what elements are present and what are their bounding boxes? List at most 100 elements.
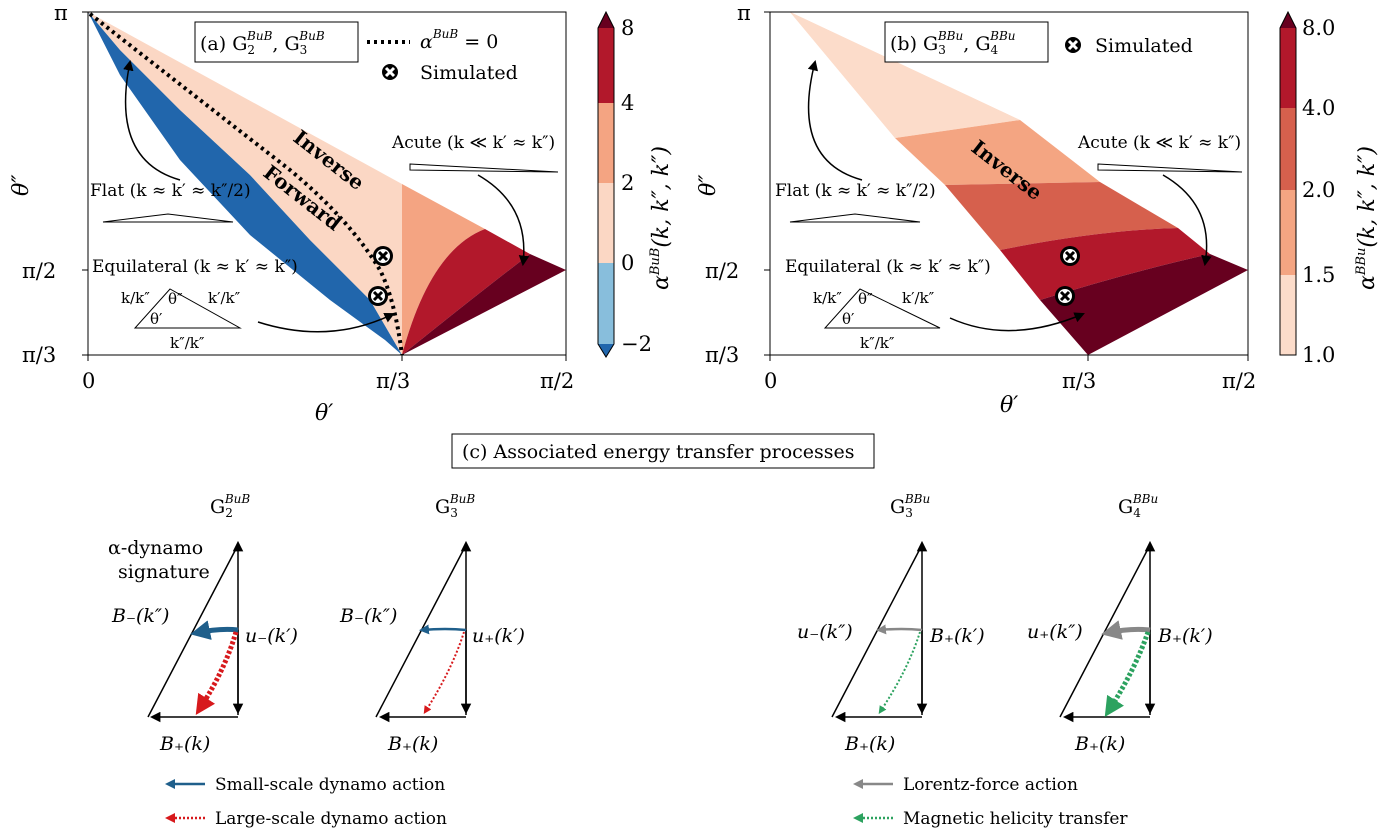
legend-c-right: Lorentz-force action Magnetic helicity t… <box>853 775 1128 829</box>
g3-bbu-uminus: u₋(k″) <box>797 621 853 643</box>
region-blue-dark <box>88 12 402 355</box>
section-c: (c) Associated energy transfer processes… <box>108 433 1213 829</box>
signature-label: signature <box>118 561 210 583</box>
colorbar-a-extend-max <box>598 12 614 28</box>
arrow-equilateral-b <box>949 312 1085 332</box>
annot-acute-a: Acute (k ≪ k′ ≈ k″) <box>391 133 555 153</box>
ytick-a-1: π/2 <box>22 259 56 283</box>
g3-bbu-gray-arrow <box>876 624 923 635</box>
y-ticks-a: π/3 π/2 π <box>22 1 88 367</box>
legend-a-simulated-label: Simulated <box>420 62 518 84</box>
g3-bub-blue-arrow <box>419 624 467 635</box>
colorbar-a-extend-min <box>598 344 614 357</box>
eq-triangle-b <box>823 288 941 329</box>
section-c-title: (c) Associated energy transfer processes <box>462 441 855 463</box>
legend-b: Simulated <box>1065 35 1193 57</box>
colorbar-a: −2 0 2 4 8 αBuB(k, k″, k″) <box>597 10 674 358</box>
annot-flat-a: Flat (k ≈ k′ ≈ k″/2) <box>90 181 251 201</box>
alpha-dynamo-label: α-dynamo <box>108 537 203 559</box>
cba-tick-2: 2 <box>621 171 634 195</box>
region-dark-red <box>402 254 566 355</box>
region-b-red <box>1000 228 1210 300</box>
colorbar-b-seg-3 <box>1280 28 1296 108</box>
legend-lorentz: Lorentz-force action <box>903 775 1078 795</box>
tri-left-a: k/k″ <box>121 289 150 307</box>
ylabel-b: θ″ <box>696 174 721 196</box>
y-ticks-b: π/3 π/2 π <box>705 1 770 367</box>
eq-triangle-a <box>133 288 242 329</box>
diagram-g3-bub: G3BuB B₋(k″) u₊(k′) B₊(k) <box>339 492 525 755</box>
arrow-flat-a <box>123 59 181 181</box>
annot-equilateral-a: Equilateral (k ≈ k′ ≈ k″) <box>92 257 298 277</box>
colorbar-a-seg-0 <box>598 263 614 344</box>
title-b: (b) G3BBu, G4BBu <box>890 29 1016 57</box>
cba-tick-1: 0 <box>621 251 634 275</box>
g4-bbu-title: G4BBu <box>1118 492 1158 520</box>
region-light-red <box>402 184 485 355</box>
axes-frame-a <box>87 11 567 356</box>
diagram-g2-bub: G2BuB α-dynamo signature B₋(k″) u₋(k′) B… <box>108 492 298 755</box>
colorbar-a-seg-1 <box>598 183 614 263</box>
legend-b-marker <box>1065 37 1081 53</box>
legend-helicity: Magnetic helicity transfer <box>903 809 1128 829</box>
g3-bub-title: G3BuB <box>435 492 475 520</box>
tri-left-b: k/k″ <box>813 289 842 307</box>
legend-a-marker <box>382 64 398 80</box>
cbb-tick-4: 8.0 <box>1302 16 1335 40</box>
ytick-b-0: π/3 <box>705 343 739 367</box>
colorbar-b-seg-1 <box>1280 190 1296 275</box>
g4-bbu-Bplus: B₊(k) <box>1074 733 1125 755</box>
title-box-a <box>194 21 359 63</box>
colorbar-b-seg-0 <box>1280 275 1296 355</box>
colorbar-a-seg-3 <box>598 28 614 103</box>
xtick-b-1: π/3 <box>1062 369 1096 393</box>
ytick-b-1: π/2 <box>705 259 739 283</box>
cba-tick-0: −2 <box>621 332 652 356</box>
region-b-pale-2 <box>790 12 1020 138</box>
colorbar-b-extend-max <box>1280 12 1296 28</box>
tri-theta2-b: θ″ <box>858 290 873 308</box>
cbb-label: αBBu(k, k″, k″) <box>1354 146 1380 290</box>
region-b-dark <box>1040 254 1248 355</box>
xtick-b-2: π/2 <box>1222 369 1256 393</box>
legend-a-alpha-label: αBuB = 0 <box>420 27 498 53</box>
x-ticks-b: 0 π/3 π/2 <box>764 355 1256 393</box>
arrow-acute-b <box>1162 174 1212 267</box>
simulated-point-a-2 <box>368 286 388 306</box>
xlabel-a: θ′ <box>315 401 333 426</box>
cba-tick-4: 8 <box>621 16 634 40</box>
acute-triangle-b <box>1097 163 1243 173</box>
ytick-b-2: π <box>737 1 751 25</box>
cbb-tick-0: 1.0 <box>1302 343 1335 367</box>
panel-a: 0 π/3 π/2 π/3 π/2 π θ′ θ″ (a) G2BuB, G3B… <box>9 1 574 426</box>
g4-bbu-green-arrow <box>1104 631 1151 718</box>
alpha-zero-curve <box>88 12 404 356</box>
xlabel-b: θ′ <box>1000 393 1018 418</box>
section-c-title-box <box>451 433 875 469</box>
region-red <box>402 229 530 355</box>
g4-bbu-Bplus-kp: B₊(k′) <box>1157 625 1213 647</box>
diagram-g3-bbu: G3BBu u₋(k″) B₊(k′) B₊(k) <box>797 492 985 755</box>
arrow-flat-b <box>807 59 863 181</box>
xtick-a-1: π/3 <box>376 369 410 393</box>
legend-b-simulated-label: Simulated <box>1095 35 1193 57</box>
simulated-point-a-1 <box>373 246 393 266</box>
tri-bottom-a: k″/k″ <box>170 334 205 352</box>
title-box-b <box>884 21 1049 63</box>
g3-bub-Bminus: B₋(k″) <box>339 605 397 627</box>
annot-equilateral-b: Equilateral (k ≈ k′ ≈ k″) <box>785 257 991 277</box>
g3-bbu-Bplus: B₊(k) <box>844 733 895 755</box>
tri-theta2-a: θ″ <box>168 290 183 308</box>
g2-bub-red-arrow <box>195 631 239 716</box>
xtick-a-0: 0 <box>82 369 95 393</box>
annot-acute-b: Acute (k ≪ k′ ≈ k″) <box>1077 133 1241 153</box>
g3-bub-uplus: u₊(k′) <box>472 625 525 647</box>
g4-bbu-uplus: u₊(k″) <box>1027 621 1083 643</box>
colorbar-a-seg-2 <box>598 103 614 183</box>
g2-bub-uminus: u₋(k′) <box>245 625 298 647</box>
colorbar-b: 1.0 1.5 2.0 4.0 8.0 αBBu(k, k″, k″) <box>1279 10 1380 367</box>
xtick-b-0: 0 <box>764 369 777 393</box>
flat-triangle-b <box>789 213 921 223</box>
simulated-point-b-1 <box>1060 246 1080 266</box>
